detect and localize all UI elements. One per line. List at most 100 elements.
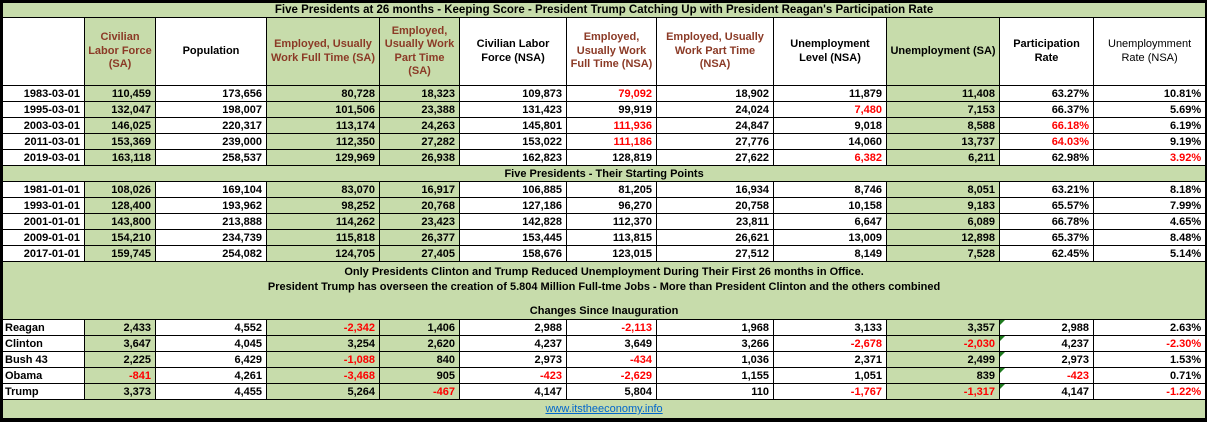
value-cell: 65.57%	[999, 197, 1094, 214]
starting-points-section-title: Five Presidents - Their Starting Points	[1, 165, 1207, 182]
value-cell: 112,370	[566, 213, 657, 230]
value-cell: 123,015	[566, 245, 657, 262]
value-cell: 254,082	[155, 245, 267, 262]
value-cell: 66.18%	[999, 117, 1094, 134]
table-row: Only Presidents Clinton and Trump Reduce…	[1, 261, 1207, 320]
value-cell: 2,988	[999, 319, 1094, 336]
value-cell: 2,988	[459, 319, 567, 336]
value-cell: -1.22%	[1092, 383, 1207, 400]
value-cell: 6.19%	[1092, 117, 1207, 134]
value-cell: 4.65%	[1092, 213, 1207, 230]
value-cell: 2.63%	[1092, 319, 1207, 336]
value-cell: 23,388	[379, 101, 460, 118]
value-cell: 7.99%	[1092, 197, 1207, 214]
value-cell: 154,210	[84, 229, 156, 246]
note-line-2: President Trump has overseen the creatio…	[267, 281, 941, 293]
value-cell: 20,758	[656, 197, 774, 214]
table-row: 1993-01-01 128,400 193,962 98,252 20,768 127,…	[2, 197, 1207, 214]
website-link[interactable]: www.itstheeconomy.info	[545, 403, 663, 415]
section-changes-since-inauguration: Reagan 2,433 4,552 -2,342 1,406 2,988 -2,113 1,…	[2, 319, 1207, 400]
value-cell: 8,051	[886, 181, 1000, 198]
value-cell: 80,728	[266, 85, 380, 102]
value-cell: 5,804	[566, 383, 657, 400]
value-cell: 128,400	[84, 197, 156, 214]
value-cell: 11,408	[886, 85, 1000, 102]
value-cell: 108,026	[84, 181, 156, 198]
value-cell: 3,357	[886, 319, 1000, 336]
column-header-11: Unemploymment Rate (NSA)	[1092, 17, 1207, 86]
value-cell: 8.18%	[1092, 181, 1207, 198]
value-cell: 99,919	[566, 101, 657, 118]
value-cell: 2,371	[773, 351, 887, 368]
value-cell: 18,902	[656, 85, 774, 102]
value-cell: 4,455	[155, 383, 267, 400]
value-cell: 4,552	[155, 319, 267, 336]
value-cell: 1,155	[656, 367, 774, 384]
value-cell: 3,266	[656, 335, 774, 352]
value-cell: 145,801	[459, 117, 567, 134]
value-cell: 4,147	[999, 383, 1094, 400]
value-cell: 128,819	[566, 149, 657, 166]
value-cell: 162,823	[459, 149, 567, 166]
date-label-cell: 1993-01-01	[2, 197, 85, 214]
value-cell: 79,092	[566, 85, 657, 102]
value-cell: 27,512	[656, 245, 774, 262]
value-cell: 0.71%	[1092, 367, 1207, 384]
president-label-cell: Clinton	[2, 335, 85, 352]
value-cell: 27,622	[656, 149, 774, 166]
value-cell: -2,342	[266, 319, 380, 336]
value-cell: -467	[379, 383, 460, 400]
value-cell: 63.27%	[999, 85, 1094, 102]
value-cell: 198,007	[155, 101, 267, 118]
table-row: 1981-01-01 108,026 169,104 83,070 16,917 106,…	[2, 181, 1207, 198]
notes-cell: Only Presidents Clinton and Trump Reduce…	[1, 261, 1207, 320]
column-header-7: Employed, Usually Work Part Time (NSA)	[656, 17, 774, 86]
value-cell: 1,036	[656, 351, 774, 368]
value-cell: 14,060	[773, 133, 887, 150]
value-cell: 213,888	[155, 213, 267, 230]
value-cell: 234,739	[155, 229, 267, 246]
value-cell: 8,588	[886, 117, 1000, 134]
value-cell: 905	[379, 367, 460, 384]
value-cell: 111,936	[566, 117, 657, 134]
table-row: 2003-03-01 146,025 220,317 113,174 24,263 145…	[2, 117, 1207, 134]
title-band: Five Presidents at 26 months - Keeping S…	[1, 2, 1207, 18]
value-cell: 27,405	[379, 245, 460, 262]
value-cell: 220,317	[155, 117, 267, 134]
value-cell: -2,678	[773, 335, 887, 352]
column-header-6: Employed, Usually Work Full Time (NSA)	[566, 17, 657, 86]
column-header-8: Unemployment Level (NSA)	[773, 17, 887, 86]
value-cell: 6,429	[155, 351, 267, 368]
value-cell: 111,186	[566, 133, 657, 150]
section-starting-points: 1981-01-01 108,026 169,104 83,070 16,917 106,…	[2, 181, 1207, 262]
value-cell: -423	[459, 367, 567, 384]
value-cell: 81,205	[566, 181, 657, 198]
value-cell: 153,369	[84, 133, 156, 150]
date-label-cell: 2017-01-01	[2, 245, 85, 262]
value-cell: -1,088	[266, 351, 380, 368]
value-cell: 143,800	[84, 213, 156, 230]
table-row: 1995-03-01 132,047 198,007 101,506 23,388 131…	[2, 101, 1207, 118]
table-row: www.itstheeconomy.info	[1, 399, 1207, 419]
value-cell: 153,022	[459, 133, 567, 150]
value-cell: 1.53%	[1092, 351, 1207, 368]
value-cell: 2,433	[84, 319, 156, 336]
value-cell: 10,158	[773, 197, 887, 214]
column-header-3: Employed, Usually Work Full Time (SA)	[266, 17, 380, 86]
table-row: Reagan 2,433 4,552 -2,342 1,406 2,988 -2,113 1,…	[2, 319, 1207, 336]
value-cell: 4,237	[999, 335, 1094, 352]
column-header-5: Civilian Labor Force (NSA)	[459, 17, 567, 86]
value-cell: -2.30%	[1092, 335, 1207, 352]
value-cell: 113,174	[266, 117, 380, 134]
table-row: Civilian Labor Force (SA) Population Emplo…	[2, 17, 1207, 86]
value-cell: 11,879	[773, 85, 887, 102]
column-header-9: Unemployment (SA)	[886, 17, 1000, 86]
value-cell: 27,282	[379, 133, 460, 150]
value-cell: 124,705	[266, 245, 380, 262]
value-cell: 27,776	[656, 133, 774, 150]
value-cell: 12,898	[886, 229, 1000, 246]
value-cell: 7,480	[773, 101, 887, 118]
table-row: Bush 43 2,225 6,429 -1,088 840 2,973 -434 1,036…	[2, 351, 1207, 368]
value-cell: 24,024	[656, 101, 774, 118]
president-label-cell: Trump	[2, 383, 85, 400]
